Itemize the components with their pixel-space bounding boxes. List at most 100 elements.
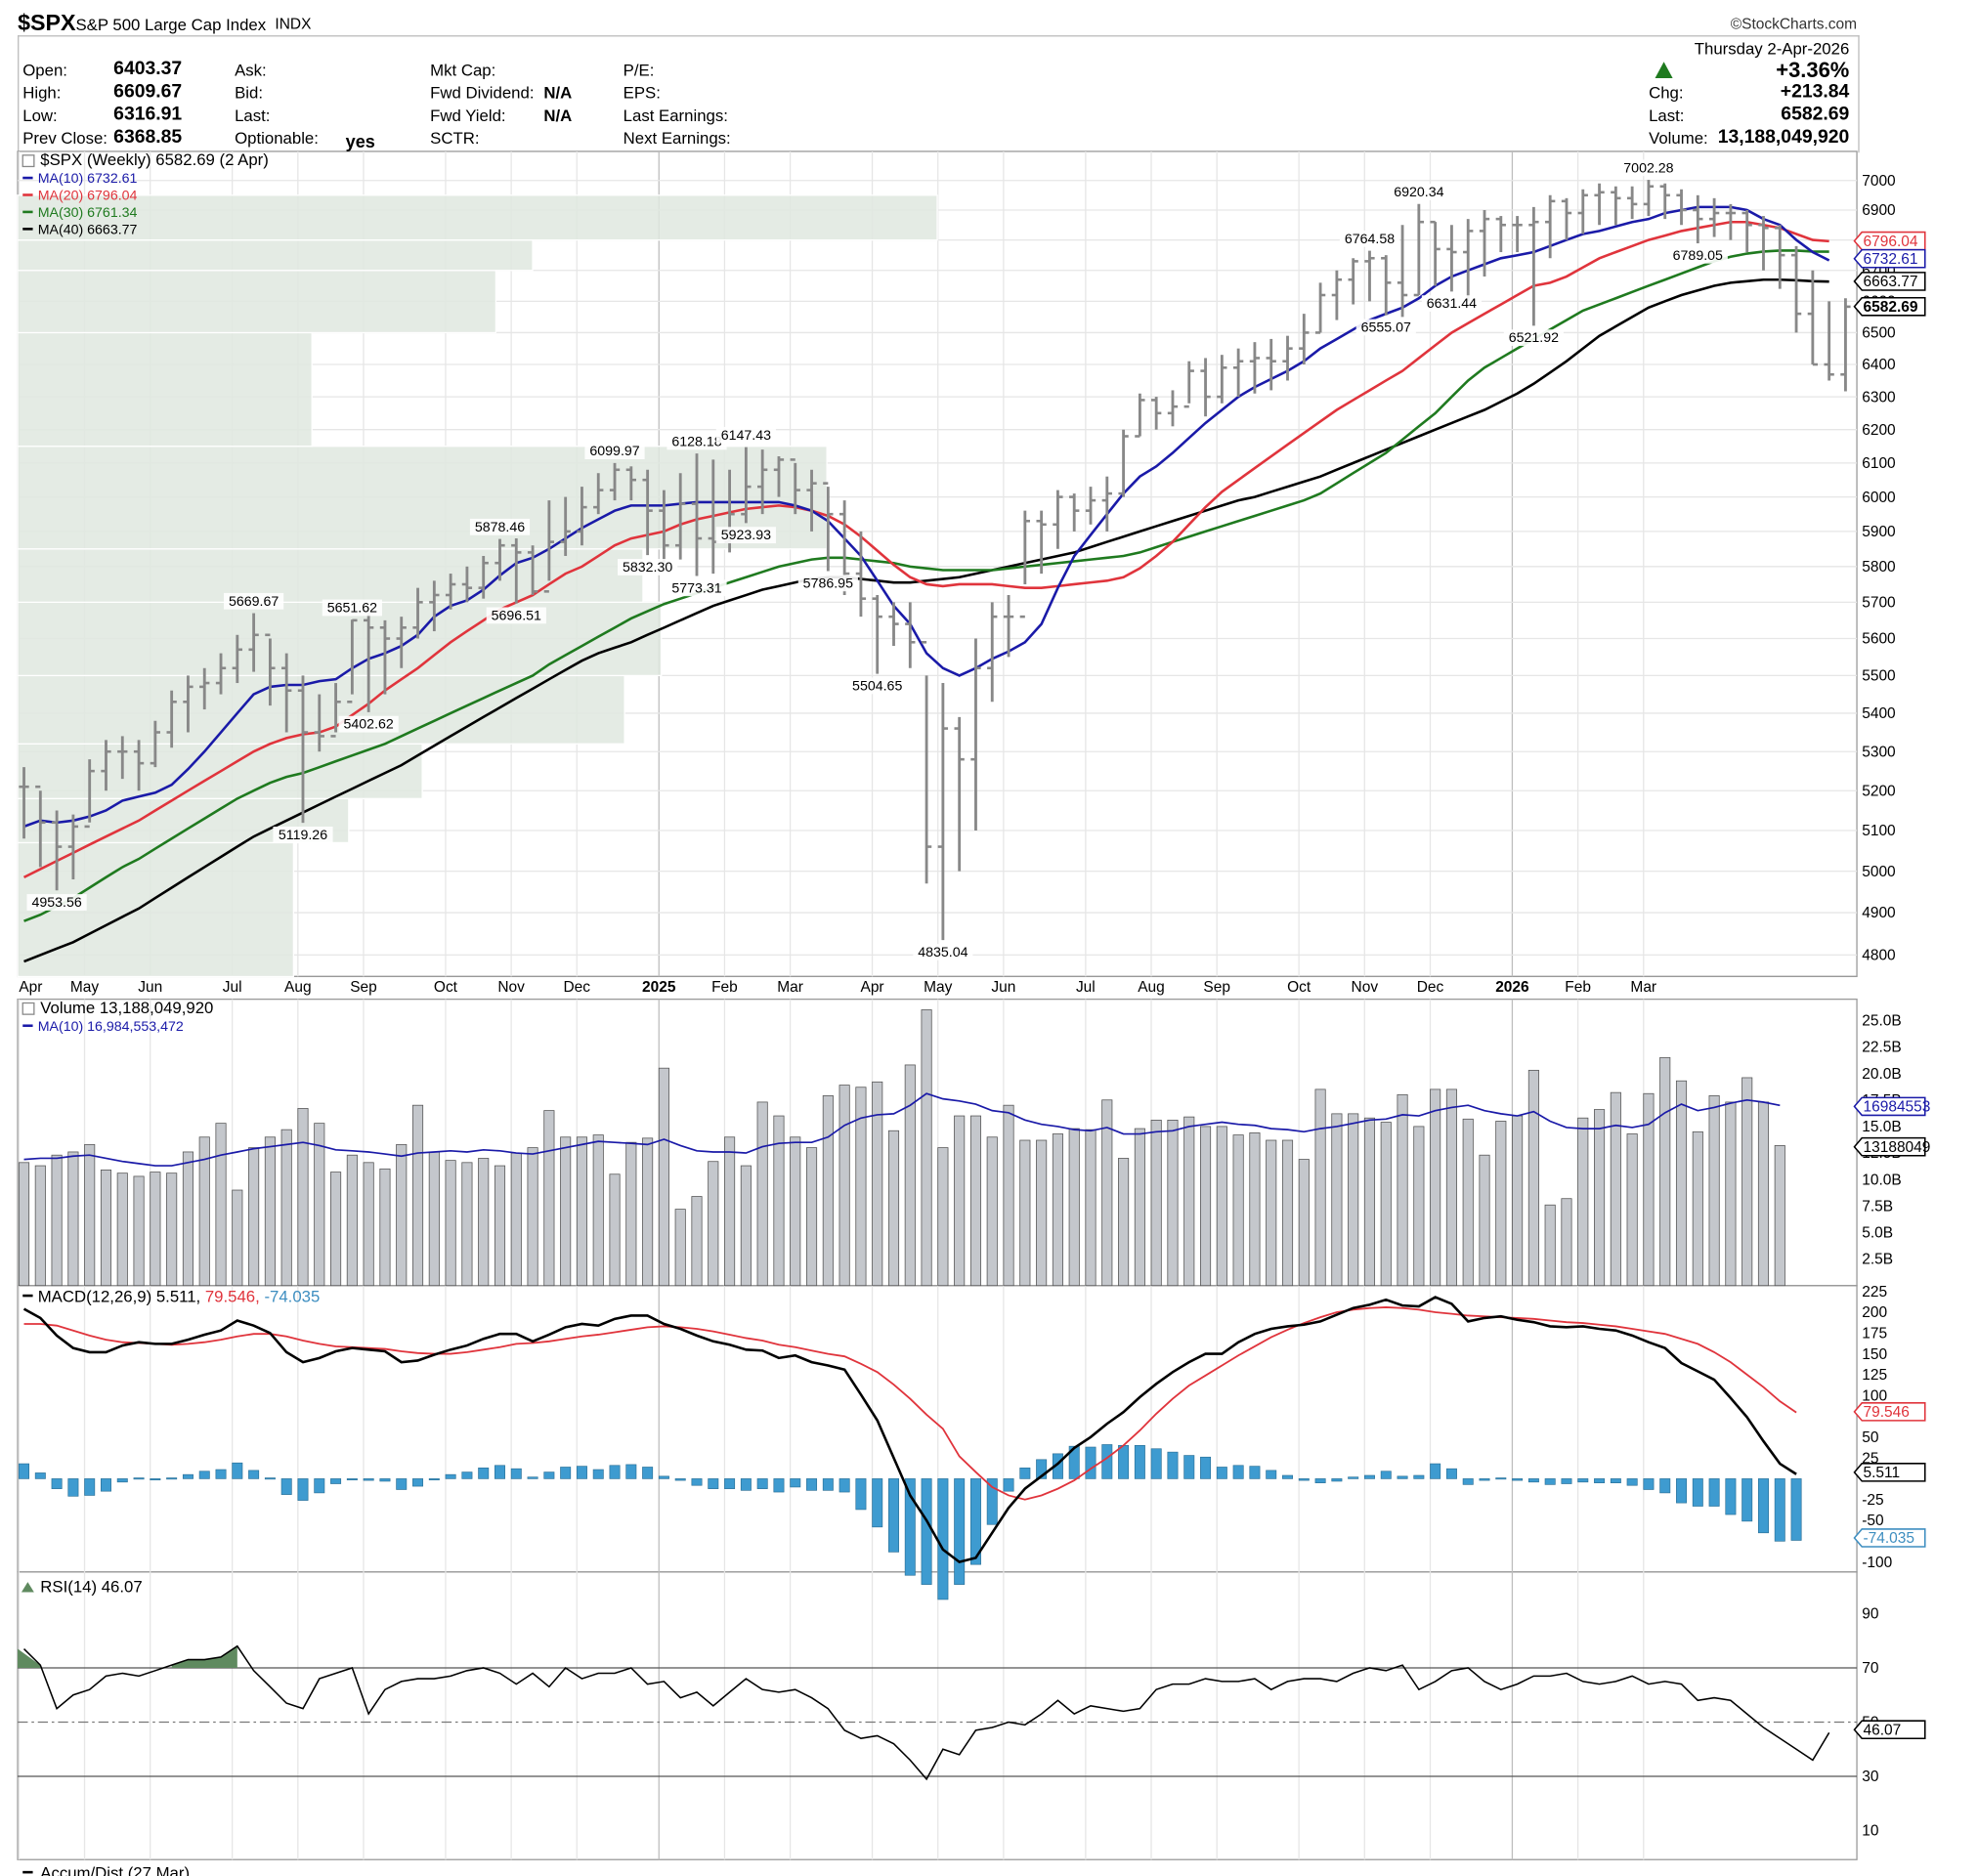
volume-bar: [527, 1147, 538, 1287]
rsi-overbought-fill: [18, 1645, 237, 1668]
quote-label: EPS:: [623, 83, 661, 103]
price-annotation: 5878.46: [475, 520, 525, 535]
legend-entry: MA(40) 6663.77: [38, 223, 138, 238]
macd-histogram-bar: [625, 1464, 637, 1479]
volume-value-tag-text: 13188049: [1864, 1139, 1931, 1156]
volume-bar: [248, 1147, 260, 1287]
volume-y-tick: 22.5B: [1862, 1040, 1901, 1056]
quote-label: Bid:: [235, 83, 264, 103]
macd-histogram-bar: [1363, 1474, 1375, 1479]
macd-histogram-bar: [1757, 1478, 1769, 1534]
rsi-value-tag: 46.07: [1853, 1720, 1926, 1740]
annotation-bg: [1667, 246, 1728, 264]
macd-y-tick: 100: [1862, 1387, 1887, 1404]
macd-histogram-bar: [838, 1478, 850, 1493]
y-tick-label: 5500: [1862, 668, 1895, 685]
price-annotation: 6789.05: [1673, 248, 1723, 264]
volume-bar: [1774, 1145, 1785, 1287]
y-tick-label: 6200: [1862, 422, 1895, 439]
macd-histogram-bar: [724, 1478, 736, 1489]
macd-histogram-bar: [67, 1478, 79, 1497]
y-tick-label: 7000: [1862, 173, 1895, 190]
macd-histogram-bar: [1462, 1478, 1474, 1485]
legend-entry: MA(10) 6732.61: [38, 171, 138, 187]
quote-label: Last:: [235, 106, 271, 125]
quote-label: Prev Close:: [22, 128, 108, 149]
x-axis-label: Aug: [284, 979, 312, 996]
volume-bar: [116, 1172, 128, 1287]
price-value-tag: 6732.61: [1853, 248, 1926, 269]
macd-value-tag-box: [1853, 1528, 1926, 1548]
macd-value-tag-text: -74.035: [1864, 1530, 1915, 1547]
macd-y-tick: 150: [1862, 1346, 1887, 1363]
macd-histogram-bar: [1036, 1459, 1048, 1479]
volume-bar: [1167, 1119, 1179, 1287]
volume-bar: [724, 1136, 736, 1287]
quote-value: 6403.37: [113, 58, 183, 80]
macd-y-tick: 50: [1862, 1429, 1878, 1446]
macd-histogram-bar: [921, 1478, 932, 1585]
macd-histogram-bar: [1561, 1478, 1572, 1484]
annotation-bg: [847, 677, 908, 695]
price-annotation: 6555.07: [1361, 320, 1411, 335]
quote-label: Mkt Cap:: [430, 60, 496, 80]
volume-bar: [1462, 1118, 1474, 1287]
x-axis-label: Dec: [564, 979, 591, 996]
quote-label: Fwd Dividend:: [430, 83, 535, 103]
macd-histogram-bar: [1298, 1478, 1310, 1481]
volume-bar: [428, 1151, 440, 1287]
quote-label: Open:: [22, 60, 67, 80]
price-chart-title: $SPX (Weekly) 6582.69 (2 Apr): [40, 150, 269, 169]
volume-bar: [1479, 1154, 1490, 1287]
macd-histogram-bar: [1413, 1474, 1425, 1479]
y-tick-label: 5400: [1862, 705, 1895, 722]
macd-histogram-bar: [346, 1478, 358, 1481]
quote-value: yes: [345, 131, 375, 151]
y-tick-label: 5100: [1862, 823, 1895, 839]
x-axis-label: May: [70, 979, 100, 996]
ma10-line: [23, 205, 1830, 829]
volume-bar: [986, 1136, 998, 1287]
macd-histogram-bar: [1266, 1470, 1277, 1479]
y-tick-label: 5800: [1862, 559, 1895, 576]
annotation-bg: [1339, 230, 1400, 247]
price-annotation: 5773.31: [671, 580, 721, 596]
macd-histogram-bar: [888, 1478, 899, 1553]
volume-bar: [84, 1143, 96, 1287]
macd-histogram-bar: [773, 1478, 785, 1493]
rsi-y-tick: 90: [1862, 1606, 1878, 1623]
ma20-line: [22, 220, 1829, 879]
price-value-tag: 6663.77: [1853, 272, 1926, 291]
macd-histogram-bar: [1527, 1478, 1539, 1483]
quote-value: N/A: [543, 106, 573, 125]
volume-bar: [280, 1129, 292, 1287]
y-tick-label: 5200: [1862, 783, 1895, 799]
brand-logo[interactable]: ©StockCharts.com: [1730, 15, 1858, 33]
volume-bar: [1692, 1130, 1703, 1287]
rsi-y-tick: 30: [1862, 1769, 1878, 1785]
x-axis-label: Feb: [711, 979, 738, 996]
rsi-overbought-area: [171, 1645, 237, 1668]
macd-histogram-bar: [182, 1473, 194, 1479]
volume-bar: [1118, 1158, 1130, 1287]
macd-histogram-bar: [1742, 1478, 1753, 1522]
volume-bar: [396, 1143, 408, 1287]
price-annotation: 5402.62: [344, 717, 394, 733]
volume-y-tick: 2.5B: [1862, 1252, 1893, 1268]
volume-title: Volume 13,188,049,920: [40, 999, 213, 1017]
volume-y-tick: 5.0B: [1862, 1225, 1893, 1242]
y-tick-label: 6900: [1862, 202, 1895, 219]
macd-histogram-bar: [51, 1478, 63, 1489]
volume-bar: [855, 1087, 867, 1287]
price-annotation: 6631.44: [1427, 296, 1477, 312]
quote-label: Volume:: [1649, 128, 1708, 149]
volume-bar: [609, 1173, 621, 1287]
volume-bar: [1348, 1113, 1359, 1287]
volume-bar: [100, 1170, 112, 1287]
price-annotations: 4953.56 5119.26 5669.67 5651.62 5402.62 5878.…: [26, 159, 1728, 960]
volume-bar: [1068, 1128, 1080, 1287]
x-axis-label: 2026: [1495, 979, 1529, 996]
price-value-tag: 6796.04: [1853, 231, 1926, 251]
volume-bar: [67, 1151, 79, 1287]
